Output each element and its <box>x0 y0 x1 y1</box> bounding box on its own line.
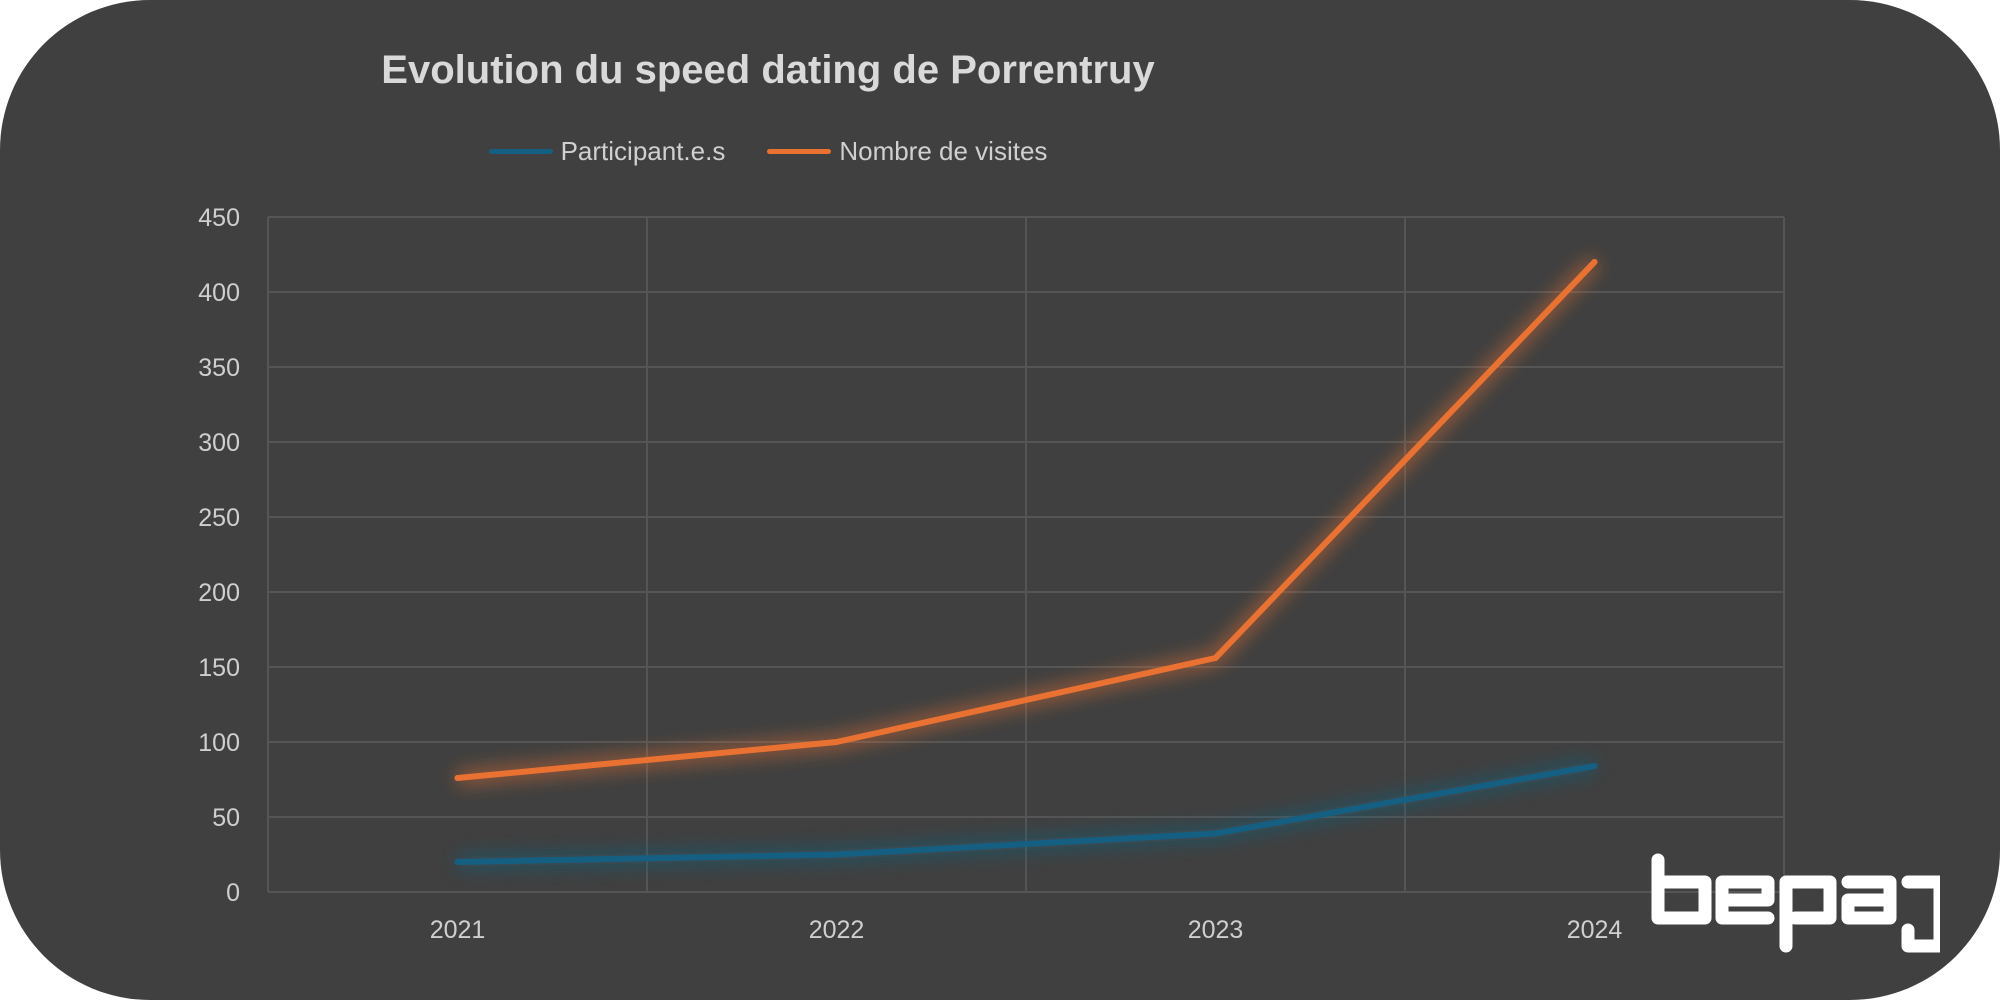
data-point <box>833 739 840 745</box>
data-point <box>1212 830 1219 837</box>
data-point <box>454 859 461 865</box>
x-tick-label: 2021 <box>430 916 486 944</box>
legend-label: Participant.e.s <box>560 136 726 166</box>
data-point <box>1591 763 1598 769</box>
y-tick-label: 450 <box>198 204 240 232</box>
x-tick-label: 2024 <box>1567 916 1623 944</box>
x-tick-label: 2023 <box>1188 916 1244 944</box>
legend-item-visites: Nombre de visites <box>767 136 1047 167</box>
legend-item-participants: Participant.e.s <box>488 136 726 167</box>
y-tick-label: 150 <box>198 654 240 682</box>
y-tick-label: 200 <box>198 579 240 607</box>
legend-swatch-visites <box>767 149 832 154</box>
y-tick-label: 250 <box>198 504 240 532</box>
data-point <box>454 775 461 781</box>
y-tick-label: 100 <box>198 729 240 757</box>
series-line-visites <box>454 259 1598 781</box>
y-tick-label: 400 <box>198 279 240 307</box>
chart-title: Evolution du speed dating de Porrentruy <box>381 48 1155 92</box>
series-line-participants <box>454 763 1598 865</box>
legend-label: Nombre de visites <box>839 136 1048 166</box>
legend: Participant.e.s Nombre de visites <box>0 136 1536 167</box>
y-tick-label: 300 <box>198 429 240 457</box>
bepog-logo <box>1651 853 1940 953</box>
legend-swatch-participants <box>488 149 553 154</box>
data-point <box>833 851 840 858</box>
y-tick-label: 50 <box>212 804 240 832</box>
x-tick-label: 2022 <box>809 916 865 944</box>
y-tick-label: 0 <box>226 879 240 907</box>
y-tick-label: 350 <box>198 354 240 382</box>
data-point <box>1212 655 1219 661</box>
data-point <box>1591 259 1598 265</box>
